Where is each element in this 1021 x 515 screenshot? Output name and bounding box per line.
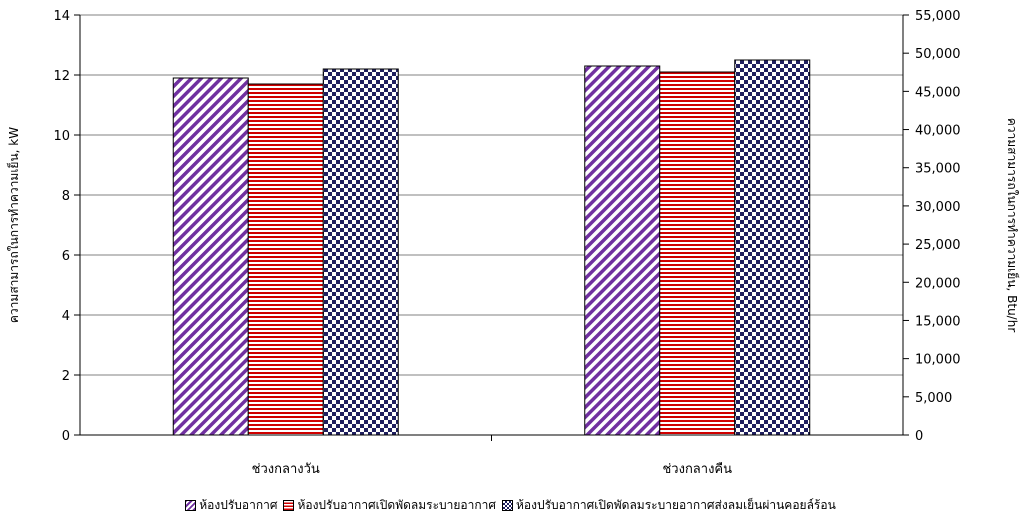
bar [734,59,811,436]
left-tick-label: 14 [53,9,70,24]
left-tick-label: 8 [62,189,70,204]
left-tick-label: 12 [53,69,70,84]
right-tick-label: 20,000 [915,276,961,291]
right-tick-label: 55,000 [915,9,961,24]
bar [584,65,661,436]
right-tick-label: 35,000 [915,162,961,177]
legend-item-3: ห้องปรับอากาศเปิดพัดลมระบายอากาศส่งลมเย็… [502,496,836,515]
y-axis-title-left: ความสามารถในการทำความเย็น, kW [6,127,21,323]
category-label: ช่วงกลางวัน [252,462,320,477]
left-tick-label: 0 [62,429,70,444]
legend-label-1: ห้องปรับอากาศ [199,497,278,512]
right-tick-label: 45,000 [915,85,961,100]
legend-swatch-horizontal [283,499,295,511]
legend-label-2: ห้องปรับอากาศเปิดพัดลมระบายอากาศ [297,497,496,512]
legend-item-1: ห้องปรับอากาศ [185,496,277,515]
left-tick-label: 2 [62,369,70,384]
right-tick-labels: 0 5,000 10,000 15,000 20,000 25,000 30,000 35,0… [915,9,961,444]
right-tick-label: 50,000 [915,47,961,62]
legend-label-3: ห้องปรับอากาศเปิดพัดลมระบายอากาศส่งลมเย็… [516,497,836,512]
right-tick-label: 30,000 [915,200,961,215]
left-tick-label: 6 [62,249,70,264]
bar [172,77,249,436]
bar-chart: 0 2 4 6 8 10 12 14 0 5,000 10,000 15,000 20,000 25,0… [6,9,1020,477]
right-tick-label: 40,000 [915,124,961,139]
y-axis-title-right: ความสามารถในการทำความเย็น, Btu/hr [1005,118,1020,333]
left-tick-label: 4 [62,309,70,324]
bar [247,83,324,436]
legend-item-2: ห้องปรับอากาศเปิดพัดลมระบายอากาศ [283,496,496,515]
legend: ห้องปรับอากาศ ห้องปรับอากาศเปิดพัดลมระบา… [0,495,1021,515]
axes [74,14,909,441]
bars [172,59,811,436]
right-tick-label: 5,000 [915,391,952,406]
legend-swatch-diagonal [185,499,197,511]
right-tick-label: 10,000 [915,353,961,368]
category-label: ช่วงกลางคืน [662,461,732,477]
legend-swatch-checker [502,499,513,511]
left-tick-labels: 0 2 4 6 8 10 12 14 [53,9,70,444]
left-tick-label: 10 [53,129,70,144]
right-tick-label: 0 [915,429,923,444]
bar [659,71,736,436]
right-tick-label: 25,000 [915,238,961,253]
bar [322,68,399,436]
right-tick-label: 15,000 [915,314,961,329]
category-labels: ช่วงกลางวัน ช่วงกลางคืน [252,461,732,477]
